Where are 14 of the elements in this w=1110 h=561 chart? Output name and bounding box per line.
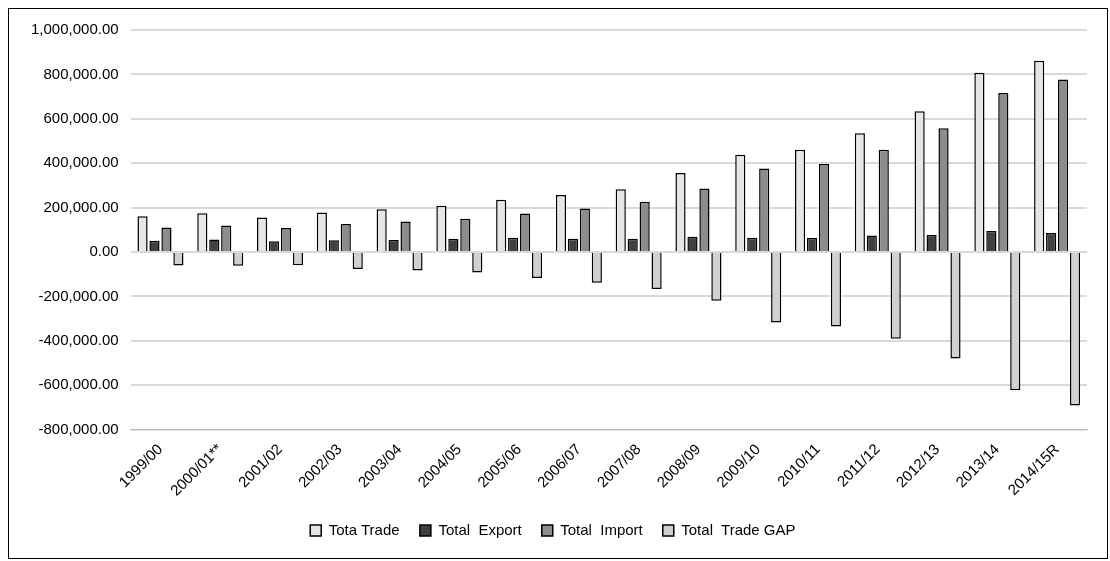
legend-label: Total Export [438,520,523,538]
y-tick-label: -400,000.00 [38,331,119,348]
legend-label: Total Trade GAP [681,520,796,538]
y-tick-label: 200,000.00 [43,197,119,215]
y-tick-label: 600,000.00 [43,108,119,126]
y-tick-label: 400,000.00 [43,153,119,171]
y-tick-label: -600,000.00 [38,375,119,393]
y-tick-label: 0.00 [89,242,119,260]
y-tick-label: 800,000.00 [43,64,119,82]
y-tick-label: -200,000.00 [38,286,119,304]
y-tick-label: 1,000,000.00 [30,20,119,38]
y-tick-label: -800,000.00 [38,419,119,437]
legend-label: Total Import [560,520,644,538]
legend-label: Tota Trade [328,520,400,538]
